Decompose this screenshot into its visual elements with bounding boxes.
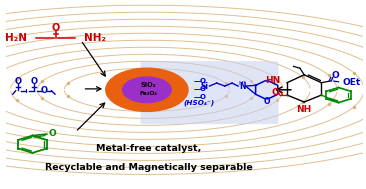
Text: O: O — [31, 77, 38, 86]
Circle shape — [106, 68, 188, 111]
Text: Metal-free catalyst,: Metal-free catalyst, — [96, 144, 201, 153]
Text: —O: —O — [193, 94, 206, 100]
Circle shape — [123, 77, 171, 103]
Text: SiO₂: SiO₂ — [141, 82, 157, 88]
Text: —O: —O — [193, 86, 206, 92]
Text: H⁺: H⁺ — [239, 81, 247, 86]
Text: Recyclable and Magnetically separable: Recyclable and Magnetically separable — [45, 163, 253, 172]
Text: NH: NH — [296, 105, 312, 114]
Text: O: O — [272, 88, 280, 97]
Text: Si: Si — [201, 82, 209, 91]
Text: O: O — [332, 71, 340, 80]
Text: Fe₃O₄: Fe₃O₄ — [140, 91, 158, 96]
Text: NH₂: NH₂ — [84, 33, 107, 43]
Text: OEt: OEt — [343, 78, 361, 87]
FancyBboxPatch shape — [141, 61, 279, 124]
Text: O: O — [49, 129, 56, 138]
Text: O: O — [52, 23, 60, 33]
Text: H₂N: H₂N — [5, 33, 27, 43]
Text: N: N — [239, 82, 246, 91]
Text: O: O — [40, 86, 48, 95]
Text: (HSO₄⁻): (HSO₄⁻) — [183, 100, 214, 106]
Text: HN: HN — [265, 76, 281, 85]
Text: O: O — [15, 77, 22, 86]
Text: —O: —O — [193, 78, 206, 84]
Text: O: O — [264, 97, 270, 106]
